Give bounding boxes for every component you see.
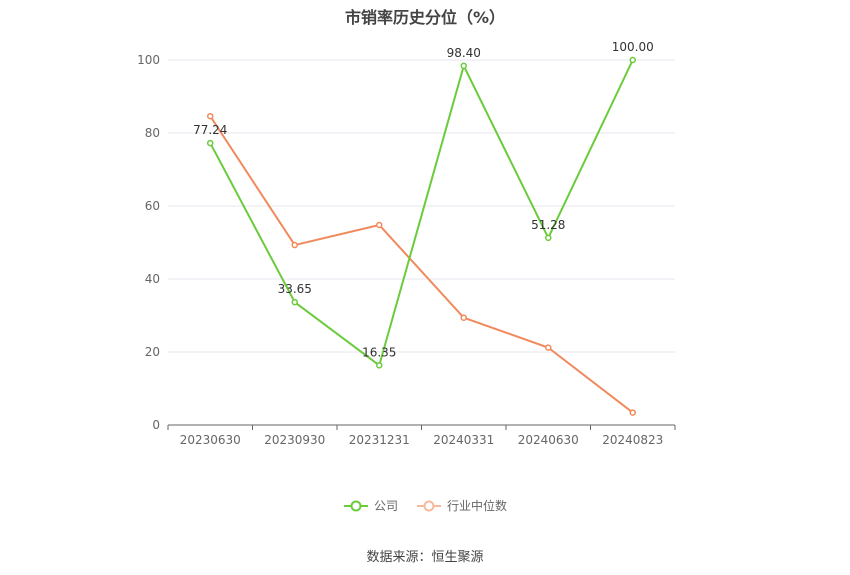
data-labels: 77.24 33.65 16.35 98.40 51.28 100.00 bbox=[193, 40, 654, 359]
series-point-1[interactable] bbox=[629, 409, 636, 416]
y-tick-label: 40 bbox=[145, 272, 160, 286]
series-line-1 bbox=[209, 115, 634, 414]
series-point-1[interactable] bbox=[291, 241, 298, 249]
series-point-0[interactable] bbox=[207, 139, 214, 147]
data-label: 100.00 bbox=[612, 40, 654, 54]
y-tick-label: 60 bbox=[145, 199, 160, 213]
x-tick-label: 20240823 bbox=[602, 433, 663, 447]
series-point-1[interactable] bbox=[545, 344, 552, 351]
series-point-0[interactable] bbox=[291, 298, 298, 306]
series-point-0[interactable] bbox=[460, 62, 467, 70]
series-point-0[interactable] bbox=[629, 56, 636, 64]
series-point-1[interactable] bbox=[207, 112, 214, 120]
x-tick-label: 20231231 bbox=[349, 433, 410, 447]
source-note: 数据来源：恒生聚源 bbox=[366, 550, 484, 565]
data-label: 98.40 bbox=[447, 46, 481, 60]
series-point-0[interactable] bbox=[376, 362, 383, 369]
y-tick-label: 100 bbox=[137, 53, 160, 67]
data-label: 51.28 bbox=[531, 218, 565, 232]
series-line-0 bbox=[209, 59, 634, 367]
legend: 公司 行业中位数 bbox=[0, 497, 850, 514]
axes: 0 20 40 60 80 100 20230630 20230930 20231231 2024… bbox=[137, 53, 676, 447]
data-label: 33.65 bbox=[278, 282, 312, 296]
x-tick-label: 20240630 bbox=[518, 433, 579, 447]
y-tick-label: 0 bbox=[152, 418, 160, 432]
data-label: 16.35 bbox=[362, 345, 396, 359]
y-tick-label: 80 bbox=[145, 126, 160, 140]
legend-item-industry-median[interactable]: 行业中位数 bbox=[416, 497, 507, 514]
series-lines bbox=[207, 56, 636, 416]
grid-lines bbox=[168, 59, 675, 353]
x-tick-label: 20240331 bbox=[433, 433, 494, 447]
legend-company-marker-icon bbox=[343, 500, 368, 511]
data-label: 77.24 bbox=[193, 123, 227, 137]
legend-label-company: 公司 bbox=[373, 499, 398, 513]
series-point-1[interactable] bbox=[460, 314, 467, 321]
legend-label-industry-median: 行业中位数 bbox=[447, 499, 508, 513]
legend-industry-marker-icon bbox=[417, 500, 441, 511]
x-tick-label: 20230930 bbox=[264, 433, 325, 447]
series-point-1[interactable] bbox=[376, 221, 383, 229]
y-tick-label: 20 bbox=[145, 345, 160, 359]
x-tick-label: 20230630 bbox=[180, 433, 241, 447]
legend-item-company[interactable]: 公司 bbox=[343, 497, 398, 514]
series-point-0[interactable] bbox=[545, 234, 552, 242]
chart-title: 市销率历史分位（%） bbox=[344, 8, 506, 27]
